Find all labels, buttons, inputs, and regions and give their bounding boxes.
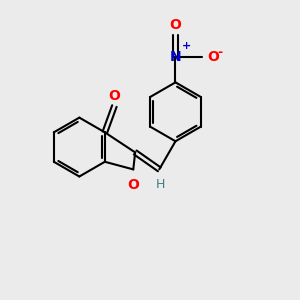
Text: O: O	[169, 18, 181, 32]
Text: O: O	[109, 88, 120, 103]
Text: +: +	[182, 41, 191, 51]
Text: O: O	[127, 178, 139, 192]
Text: -: -	[217, 46, 222, 59]
Text: N: N	[170, 50, 181, 64]
Text: O: O	[207, 50, 219, 64]
Text: H: H	[156, 178, 166, 190]
